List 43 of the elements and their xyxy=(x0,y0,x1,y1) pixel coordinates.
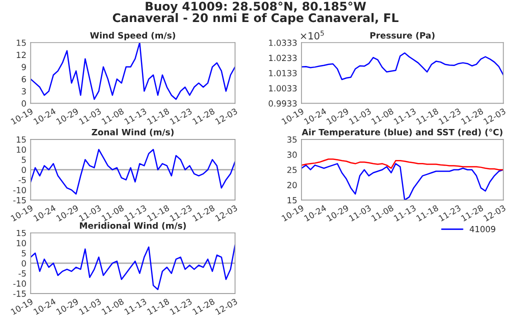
y-tick-label: 3 xyxy=(22,88,26,94)
y-tick-label: 10 xyxy=(16,146,26,153)
y-tick-label: 12 xyxy=(16,52,26,58)
y-tick-label: 35 xyxy=(287,136,297,143)
line-series xyxy=(301,158,504,170)
y-tick-label: 1.0233 xyxy=(269,54,297,62)
chart-title: Pressure (Pa) xyxy=(370,32,434,40)
text: ×10$^{5}$ xyxy=(300,30,324,40)
y-tick-label: 25 xyxy=(287,166,297,174)
y-tick-label: -15 xyxy=(13,290,26,297)
chart-title: Wind Speed (m/s) xyxy=(90,32,176,40)
line-series xyxy=(30,244,236,290)
y-tick-label: 30 xyxy=(287,152,297,158)
y-tick-label: 15 xyxy=(16,40,26,46)
text: Buoy 41009: 28.508°N, 80.185°W Canaveral - 20 nmi E of Cape Canaveral, FL xyxy=(112,2,398,24)
y-tick-label: 15 xyxy=(16,230,26,236)
y-tick-label: 1.0333 xyxy=(269,40,297,46)
y-tick-label: 5 xyxy=(22,250,26,256)
line-series xyxy=(301,52,504,80)
y-tick-label: -10 xyxy=(13,280,26,287)
y-tick-label: 0 xyxy=(22,260,26,267)
y-tick-label: 6 xyxy=(22,76,26,82)
y-tick-label: -10 xyxy=(13,186,26,194)
y-tick-label: -15 xyxy=(13,197,26,204)
y-tick-label: -5 xyxy=(18,176,26,184)
y-tick-label: 0.9933 xyxy=(268,100,297,107)
y-tick-label: 1.0133 xyxy=(269,70,297,76)
legend-label: 41009 xyxy=(470,226,496,232)
y-tick-label: 1.0033 xyxy=(269,85,297,92)
y-tick-label: 10 xyxy=(16,240,26,246)
y-tick-label: 20 xyxy=(287,182,297,188)
chart-title: Meridional Wind (m/s) xyxy=(80,222,186,230)
y-tick-label: 0 xyxy=(22,166,26,174)
y-tick-label: 5 xyxy=(22,156,26,163)
y-tick-label: 15 xyxy=(288,197,297,204)
y-tick-label: 0 xyxy=(22,100,26,107)
line-series xyxy=(30,148,236,195)
line-series xyxy=(30,42,236,100)
chart-title: Air Temperature (blue) and SST (red) (°C) xyxy=(302,128,502,138)
y-tick-label: 9 xyxy=(22,64,26,70)
y-tick-label: 15 xyxy=(16,136,26,143)
chart-title: Zonal Wind (m/s) xyxy=(92,128,174,136)
y-tick-label: -5 xyxy=(18,270,26,277)
